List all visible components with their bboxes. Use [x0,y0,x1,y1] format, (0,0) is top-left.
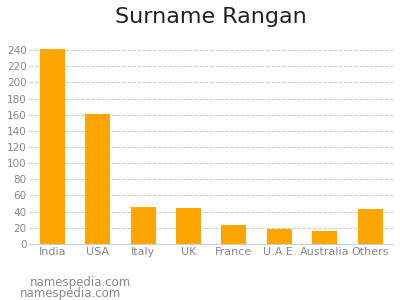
Text: namespedia.com: namespedia.com [30,276,131,289]
Bar [358,209,383,244]
Bar [267,229,292,244]
Title: Surname Rangan: Surname Rangan [115,7,307,27]
Text: namespedia.com: namespedia.com [20,287,121,300]
Bar [40,49,65,244]
Bar [222,225,246,244]
Bar [312,231,337,244]
Bar [130,207,156,244]
Bar [176,208,201,244]
Bar [85,114,110,244]
